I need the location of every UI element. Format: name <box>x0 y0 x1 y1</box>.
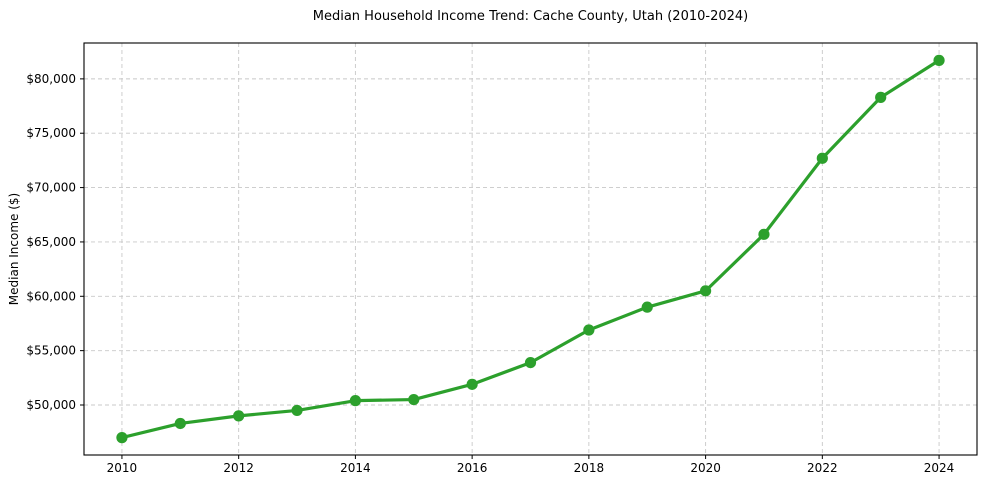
x-tick-label: 2012 <box>223 461 254 475</box>
data-point-2010 <box>116 432 128 444</box>
trend-line <box>120 58 941 440</box>
data-point-2023 <box>875 91 887 103</box>
x-tick-label: 2024 <box>924 461 955 475</box>
y-tick-label: $75,000 <box>26 126 76 140</box>
x-tick-label: 2016 <box>457 461 488 475</box>
y-tick-label: $55,000 <box>26 344 76 358</box>
data-point-2011 <box>174 417 186 430</box>
data-point-2020 <box>699 285 712 297</box>
data-point-2012 <box>233 410 245 422</box>
x-tick-label: 2018 <box>574 461 605 475</box>
x-tick-label: 2010 <box>107 461 138 475</box>
y-tick-label: $70,000 <box>26 181 76 195</box>
data-point-2015 <box>408 393 420 406</box>
y-tick-label: $65,000 <box>26 235 76 249</box>
chart-title: Median Household Income Trend: Cache Cou… <box>312 9 749 24</box>
y-tick-label: $60,000 <box>26 289 76 303</box>
data-point-2013 <box>291 404 303 417</box>
data-point-2014 <box>349 395 362 407</box>
data-point-2017 <box>524 356 537 369</box>
y-tick-label: $50,000 <box>26 398 76 412</box>
x-tick-label: 2020 <box>690 461 721 475</box>
data-point-2018 <box>583 324 595 336</box>
data-point-2016 <box>466 378 478 390</box>
data-point-2024 <box>933 54 945 66</box>
plot-border <box>83 42 978 456</box>
data-point-2019 <box>641 301 653 313</box>
x-tick-label: 2022 <box>807 461 838 475</box>
data-point-2021 <box>758 228 770 240</box>
y-tick-label: $80,000 <box>26 72 76 86</box>
data-point-2022 <box>816 152 828 164</box>
x-tick-label: 2014 <box>340 461 371 475</box>
